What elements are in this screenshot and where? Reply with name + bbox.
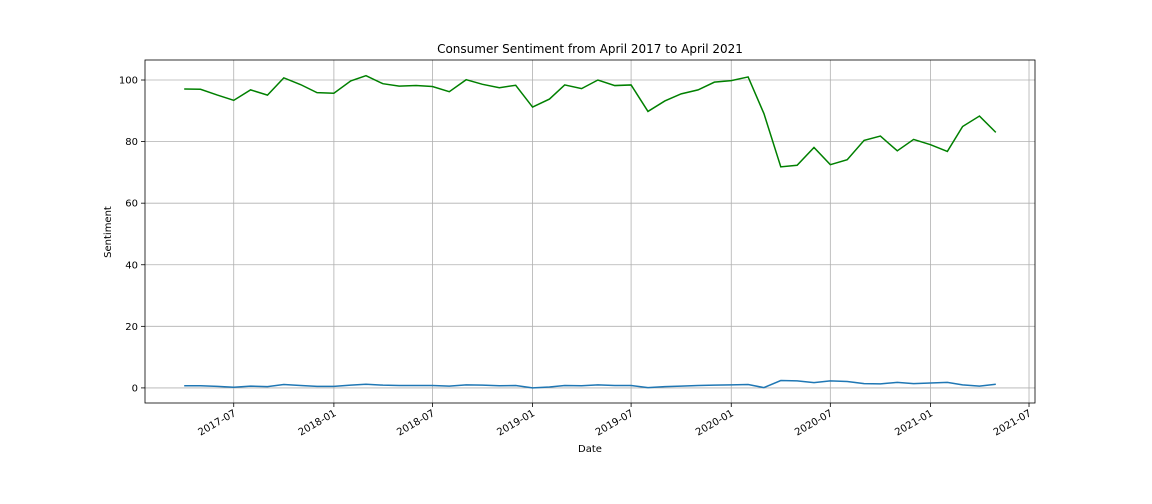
series-line <box>184 379 996 389</box>
y-tick-label: 80 <box>125 137 138 148</box>
x-tick-label: 2018-01 <box>297 408 339 438</box>
x-tick-label: 2018-07 <box>395 408 437 438</box>
x-axis-label: Date <box>578 444 602 455</box>
y-tick-label: 40 <box>125 260 138 271</box>
x-tick-label: 2017-07 <box>197 408 239 438</box>
x-tick-label: 2021-01 <box>893 408 935 438</box>
series-line <box>184 74 997 168</box>
x-tick-label: 2021-07 <box>992 408 1034 438</box>
plot-frame <box>144 59 1036 404</box>
y-tick-label: 0 <box>132 383 138 394</box>
y-axis-label: Sentiment <box>103 206 114 258</box>
x-tick-label: 2019-07 <box>594 408 636 438</box>
y-tick-label: 20 <box>125 322 138 333</box>
x-tick-label: 2020-01 <box>694 408 736 438</box>
x-tick-label: 2020-07 <box>793 408 835 438</box>
chart-title: Consumer Sentiment from April 2017 to Ap… <box>437 42 743 56</box>
y-tick-label: 60 <box>125 199 138 210</box>
x-tick-label: 2019-01 <box>495 408 537 438</box>
y-tick-label: 100 <box>119 76 138 87</box>
